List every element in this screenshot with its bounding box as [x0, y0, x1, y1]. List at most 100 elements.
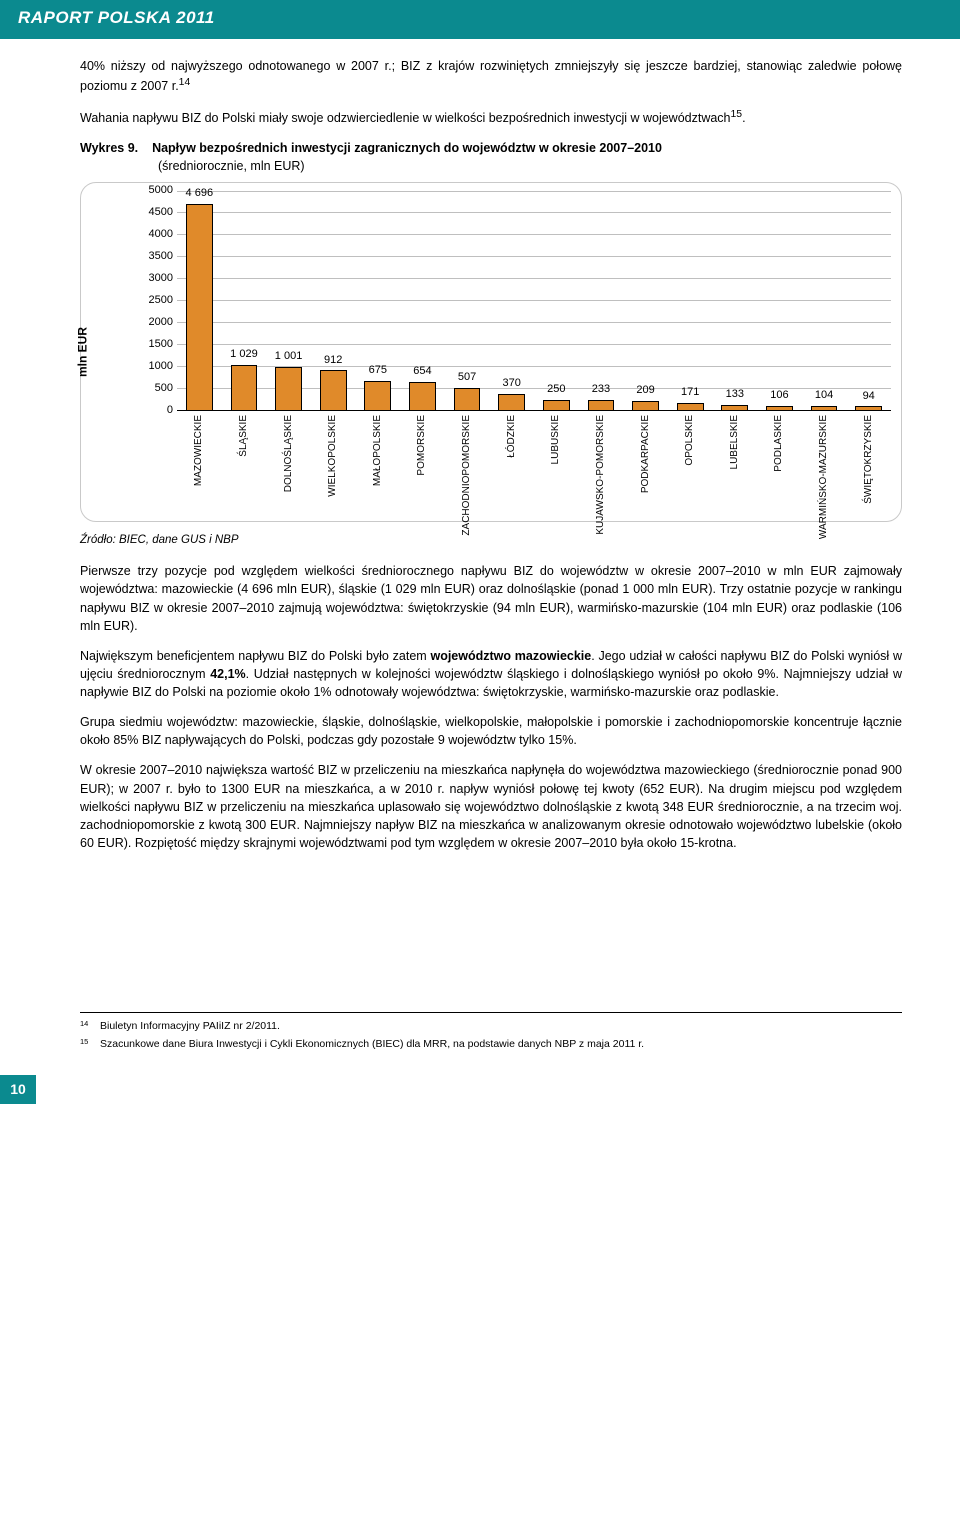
x-label-slot: MAŁOPOLSKIE: [356, 415, 401, 517]
report-title: RAPORT POLSKA 2011: [18, 8, 215, 27]
x-axis-label: PODLASKIE: [772, 415, 787, 472]
bar-slot: 1 029: [222, 191, 267, 411]
y-tick-label: 4000: [133, 227, 173, 243]
footnotes: 14Biuletyn Informacyjny PAIiIZ nr 2/2011…: [80, 1012, 902, 1052]
x-axis-label: DOLNOŚLĄSKIE: [281, 415, 296, 492]
chart-caption-subtitle: (średniorocznie, mln EUR): [158, 157, 305, 175]
x-axis-label: ZACHODNIOPOMORSKIE: [460, 415, 475, 536]
x-label-slot: POMORSKIE: [400, 415, 445, 517]
bar-value-label: 104: [815, 388, 833, 404]
paragraph-3c: Grupa siedmiu województw: mazowieckie, ś…: [80, 713, 902, 749]
bar-slot: 133: [713, 191, 758, 411]
bar: [320, 370, 347, 410]
page-body: 40% niższy od najwyższego odnotowanego w…: [0, 39, 960, 1066]
footnote-text: Biuletyn Informacyjny PAIiIZ nr 2/2011.: [100, 1019, 280, 1034]
bar-slot: 507: [445, 191, 490, 411]
x-axis-label: ŁÓDZKIE: [504, 415, 519, 458]
chart-caption-lead: Wykres 9.: [80, 141, 138, 155]
bar: [632, 401, 659, 410]
x-label-slot: PODLASKIE: [757, 415, 802, 517]
bar-slot: 370: [489, 191, 534, 411]
bar-value-label: 209: [636, 383, 654, 399]
y-tick-label: 1000: [133, 359, 173, 375]
x-axis-label: LUBUSKIE: [549, 415, 564, 464]
bar-slot: 675: [356, 191, 401, 411]
bar: [231, 365, 258, 410]
bar-value-label: 171: [681, 385, 699, 401]
bar: [588, 400, 615, 410]
x-axis-label: MAZOWIECKIE: [192, 415, 207, 486]
bar-slot: 250: [534, 191, 579, 411]
bar: [543, 400, 570, 411]
bar-slot: 104: [802, 191, 847, 411]
y-tick-label: 4500: [133, 205, 173, 221]
x-label-slot: KUJAWSKO-POMORSKIE: [579, 415, 624, 517]
bar-value-label: 675: [369, 363, 387, 379]
bar-value-label: 912: [324, 353, 342, 369]
bar-slot: 4 696: [177, 191, 222, 411]
bar-slot: 1 001: [266, 191, 311, 411]
footnote: 14Biuletyn Informacyjny PAIiIZ nr 2/2011…: [80, 1019, 902, 1034]
y-tick-label: 3000: [133, 271, 173, 287]
x-label-slot: ZACHODNIOPOMORSKIE: [445, 415, 490, 517]
x-axis-label: ŚWIĘTOKRZYSKIE: [861, 415, 876, 504]
x-label-slot: ŁÓDZKIE: [489, 415, 534, 517]
x-label-slot: ŚLĄSKIE: [222, 415, 267, 517]
bar: [498, 394, 525, 410]
x-label-slot: LUBUSKIE: [534, 415, 579, 517]
bar-value-label: 1 001: [275, 349, 303, 365]
x-labels: MAZOWIECKIE ŚLĄSKIE DOLNOŚLĄSKIE WIELKOPOLS…: [177, 415, 891, 517]
bar-value-label: 106: [770, 388, 788, 404]
bar-value-label: 507: [458, 370, 476, 386]
bar-slot: 912: [311, 191, 356, 411]
bar-chart: mln EUR 05001000150020002500300035004000…: [80, 182, 902, 522]
bar-value-label: 1 029: [230, 347, 258, 363]
y-tick-label: 3500: [133, 249, 173, 265]
x-axis-label: ŚLĄSKIE: [237, 415, 252, 457]
bar-slot: 209: [623, 191, 668, 411]
y-tick-label: 500: [133, 381, 173, 397]
bars-row: 4 696 1 029 1 001 912 675 654 507 370 250 233 209 1…: [177, 191, 891, 411]
x-axis-label: OPOLSKIE: [683, 415, 698, 466]
x-label-slot: WARMIŃSKO-MAZURSKIE: [802, 415, 847, 517]
x-axis-label: PODKARPACKIE: [638, 415, 653, 493]
bar-value-label: 4 696: [186, 186, 214, 202]
y-tick-label: 1500: [133, 337, 173, 353]
y-tick-label: 5000: [133, 183, 173, 199]
paragraph-3b: Największym beneficjentem napływu BIZ do…: [80, 647, 902, 701]
footnote-number: 14: [80, 1019, 100, 1034]
x-label-slot: WIELKOPOLSKIE: [311, 415, 356, 517]
footnote-text: Szacunkowe dane Biura Inwestycji i Cykli…: [100, 1037, 644, 1052]
bar-slot: 654: [400, 191, 445, 411]
x-label-slot: MAZOWIECKIE: [177, 415, 222, 517]
bar: [721, 405, 748, 411]
footnote-number: 15: [80, 1037, 100, 1052]
x-axis-label: WIELKOPOLSKIE: [326, 415, 341, 497]
bar-value-label: 370: [503, 376, 521, 392]
bar-slot: 233: [579, 191, 624, 411]
plot-area: 0500100015002000250030003500400045005000…: [133, 191, 891, 411]
bar-slot: 94: [846, 191, 891, 411]
bar: [364, 381, 391, 411]
y-axis-title: mln EUR: [74, 327, 91, 377]
bar-value-label: 133: [726, 387, 744, 403]
x-axis-label: KUJAWSKO-POMORSKIE: [594, 415, 609, 535]
report-header: RAPORT POLSKA 2011: [0, 0, 960, 39]
bar: [186, 204, 213, 411]
x-label-slot: DOLNOŚLĄSKIE: [266, 415, 311, 517]
x-label-slot: LUBELSKIE: [713, 415, 758, 517]
bar: [766, 406, 793, 411]
bar-value-label: 250: [547, 382, 565, 398]
paragraph-3d: W okresie 2007–2010 największa wartość B…: [80, 761, 902, 852]
x-label-slot: PODKARPACKIE: [623, 415, 668, 517]
paragraph-3a: Pierwsze trzy pozycje pod względem wielk…: [80, 562, 902, 635]
paragraph-2: Wahania napływu BIZ do Polski miały swoj…: [80, 107, 902, 127]
x-axis-label: WARMIŃSKO-MAZURSKIE: [817, 415, 832, 539]
bar: [409, 382, 436, 411]
bar: [454, 388, 481, 410]
paragraph-1: 40% niższy od najwyższego odnotowanego w…: [80, 57, 902, 95]
chart-caption-title: Napływ bezpośrednich inwestycji zagranic…: [152, 141, 662, 155]
y-tick-label: 2500: [133, 293, 173, 309]
bar-value-label: 654: [413, 364, 431, 380]
y-tick-label: 0: [133, 403, 173, 419]
